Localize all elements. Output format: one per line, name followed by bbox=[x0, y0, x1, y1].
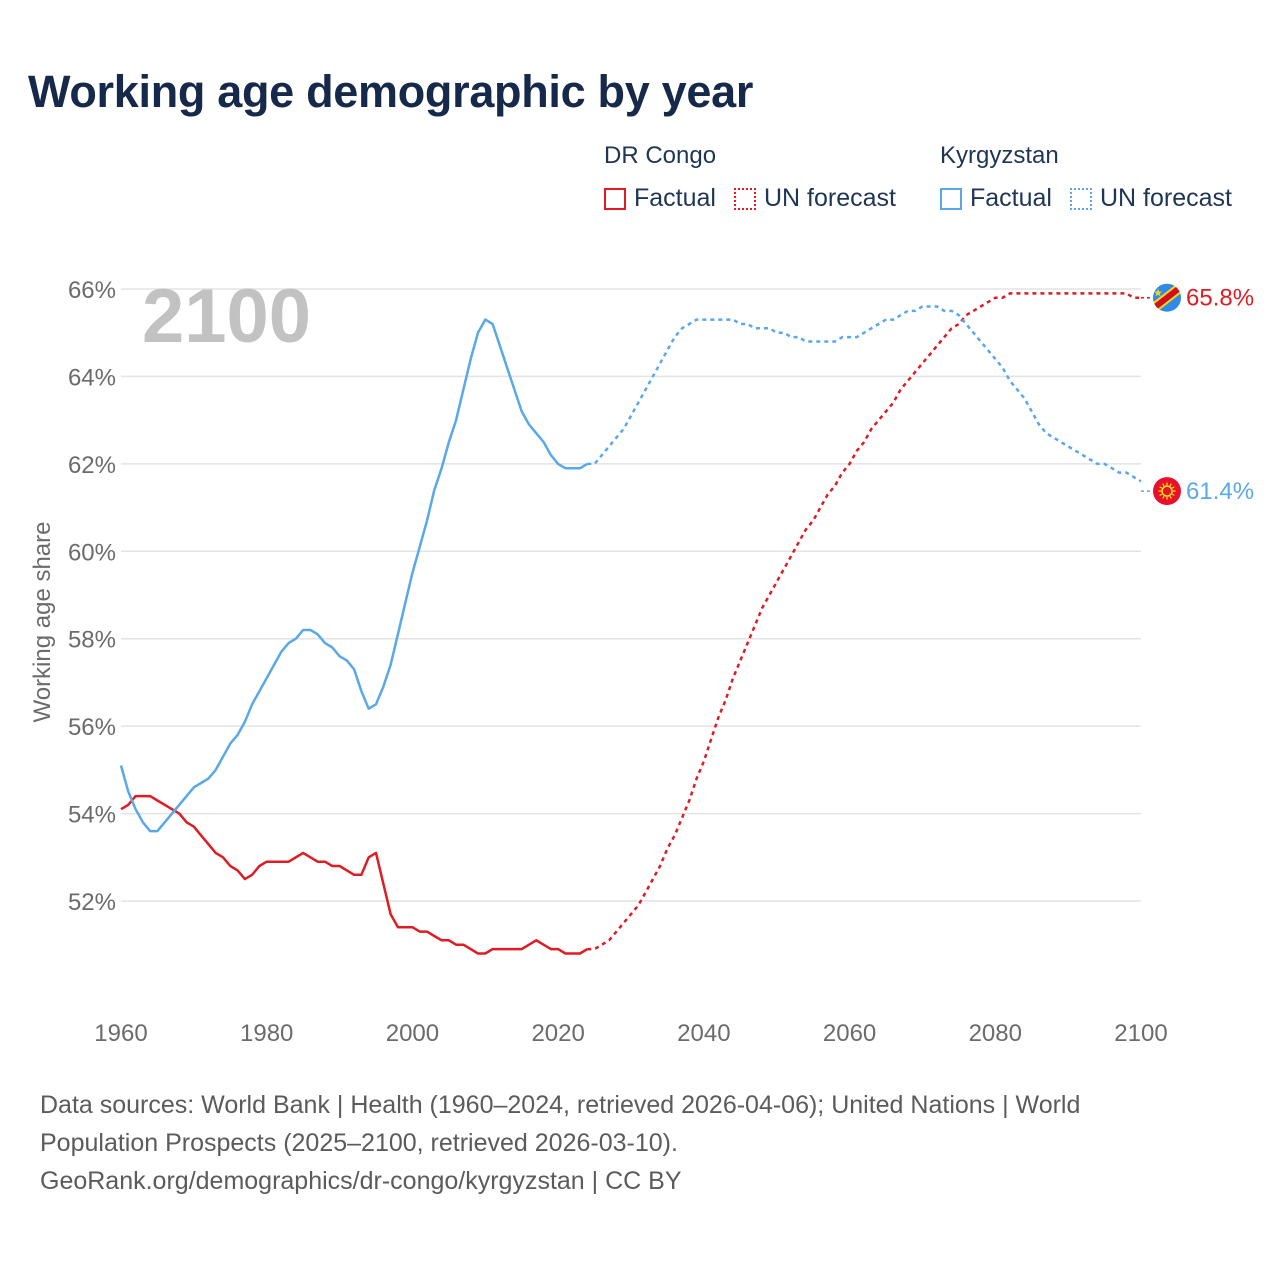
flag-star: ★ bbox=[1153, 288, 1163, 300]
flag-body: ★ bbox=[1153, 283, 1181, 312]
x-tick-label: 2040 bbox=[677, 1020, 730, 1047]
x-tick-label: 2100 bbox=[1114, 1020, 1167, 1047]
y-tick-label: 64% bbox=[68, 364, 116, 391]
x-tick-label: 2060 bbox=[823, 1020, 876, 1047]
legend-label: UN forecast bbox=[763, 184, 896, 212]
legend-swatch-solid-red bbox=[604, 187, 626, 210]
x-tick-label: 2020 bbox=[531, 1020, 584, 1047]
y-tick-label: 66% bbox=[68, 277, 116, 304]
legend-group-title: DR Congo bbox=[604, 142, 717, 169]
legend-item-dr-congo-factual[interactable]: Factual bbox=[604, 184, 716, 213]
legend-label: Factual bbox=[970, 184, 1052, 212]
series-lines bbox=[119, 292, 1142, 955]
y-tick-label: 60% bbox=[68, 539, 116, 566]
flag-sun-ray bbox=[1162, 495, 1165, 499]
kyrgyzstan-flag-icon bbox=[1153, 477, 1181, 506]
x-axis-ticks: 1960 1980 2000 2020 2040 2060 2080 2100 bbox=[94, 1020, 1167, 1047]
x-tick-label: 1960 bbox=[94, 1020, 147, 1047]
chart-title: Working age demographic by year bbox=[28, 66, 754, 117]
flag-sun-ray bbox=[1162, 483, 1165, 487]
legend-item-kyrgyzstan-forecast[interactable]: UN forecast bbox=[1069, 184, 1232, 213]
dr-congo-forecast-line bbox=[587, 292, 1141, 951]
flag-sun-ray bbox=[1159, 486, 1163, 489]
legend-swatch-dotted-red bbox=[733, 187, 756, 210]
flag-sun-ray bbox=[1171, 486, 1175, 489]
x-tick-label: 2000 bbox=[386, 1020, 439, 1047]
legend-swatch-dotted-blue bbox=[1069, 187, 1092, 210]
kyrgyzstan-forecast-line bbox=[587, 305, 1142, 483]
legend-item-dr-congo-forecast[interactable]: UN forecast bbox=[733, 184, 896, 213]
source-line-1: Data sources: World Bank | Health (1960–… bbox=[40, 1091, 1081, 1119]
data-sources: Data sources: World Bank | Health (1960–… bbox=[40, 1086, 1240, 1200]
legend-item-kyrgyzstan-factual[interactable]: Factual bbox=[940, 184, 1052, 213]
flag-field bbox=[1153, 477, 1181, 506]
y-axis-label: Working age share bbox=[29, 522, 56, 723]
flag-sun-ray bbox=[1169, 495, 1172, 499]
legend-group-title: Kyrgyzstan bbox=[940, 142, 1059, 169]
dr-congo-factual-line bbox=[120, 794, 588, 955]
flag-sun bbox=[1161, 485, 1173, 497]
y-tick-label: 58% bbox=[68, 627, 116, 654]
y-tick-label: 56% bbox=[68, 714, 116, 741]
y-tick-label: 52% bbox=[68, 889, 116, 916]
legend-group-dr-congo: DR Congo Factual UN forecast bbox=[604, 142, 914, 213]
grid-lines bbox=[121, 288, 1141, 902]
kyrgyzstan-factual-line bbox=[119, 318, 588, 833]
legend-label: Factual bbox=[634, 184, 716, 212]
end-markers: ★ 65.8% 61.4% bbox=[1141, 283, 1254, 506]
y-axis-ticks: 52% 54% 56% 58% 60% 62% 64% 66% bbox=[68, 277, 116, 916]
y-tick-label: 54% bbox=[68, 802, 116, 829]
dr-congo-flag-icon: ★ bbox=[1153, 283, 1181, 312]
flag-sun-ray bbox=[1171, 493, 1175, 496]
line-chart: 2100 52% 54% 56% 58% 60% 62% 64% 66% 1960 1980 20… bbox=[29, 274, 1254, 1047]
year-watermark: 2100 bbox=[142, 274, 311, 359]
legend-label: UN forecast bbox=[1099, 184, 1232, 212]
end-value-label: 65.8% bbox=[1186, 285, 1254, 312]
legend-swatch-solid-blue bbox=[940, 187, 962, 210]
flag-sun-ray bbox=[1169, 483, 1172, 487]
source-line-3: GeoRank.org/demographics/dr-congo/kyrgyz… bbox=[40, 1167, 682, 1195]
y-tick-label: 62% bbox=[68, 452, 116, 479]
x-tick-label: 2080 bbox=[969, 1020, 1022, 1047]
source-line-2: Population Prospects (2025–2100, retriev… bbox=[40, 1129, 678, 1157]
end-value-label: 61.4% bbox=[1186, 478, 1254, 505]
flag-sun-ray bbox=[1159, 493, 1163, 496]
x-tick-label: 1980 bbox=[240, 1020, 293, 1047]
legend-group-kyrgyzstan: Kyrgyzstan Factual UN forecast bbox=[940, 142, 1250, 213]
